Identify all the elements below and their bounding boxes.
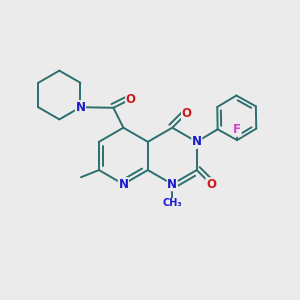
Text: N: N	[118, 178, 128, 191]
Text: F: F	[233, 123, 241, 136]
Text: O: O	[182, 107, 192, 120]
Text: O: O	[126, 93, 136, 106]
Text: N: N	[167, 178, 177, 191]
Text: N: N	[76, 101, 85, 114]
Text: O: O	[206, 178, 216, 191]
Text: CH₃: CH₃	[163, 199, 182, 208]
Text: N: N	[192, 135, 202, 148]
